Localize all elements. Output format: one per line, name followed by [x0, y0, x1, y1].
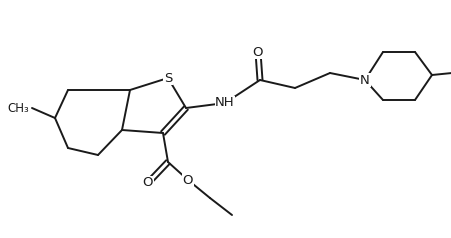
Text: N: N	[359, 74, 369, 86]
Text: O: O	[182, 174, 193, 187]
Text: S: S	[163, 71, 172, 84]
Text: O: O	[252, 45, 262, 59]
Text: O: O	[143, 177, 153, 189]
Text: CH₃: CH₃	[7, 101, 29, 114]
Text: NH: NH	[215, 96, 234, 109]
